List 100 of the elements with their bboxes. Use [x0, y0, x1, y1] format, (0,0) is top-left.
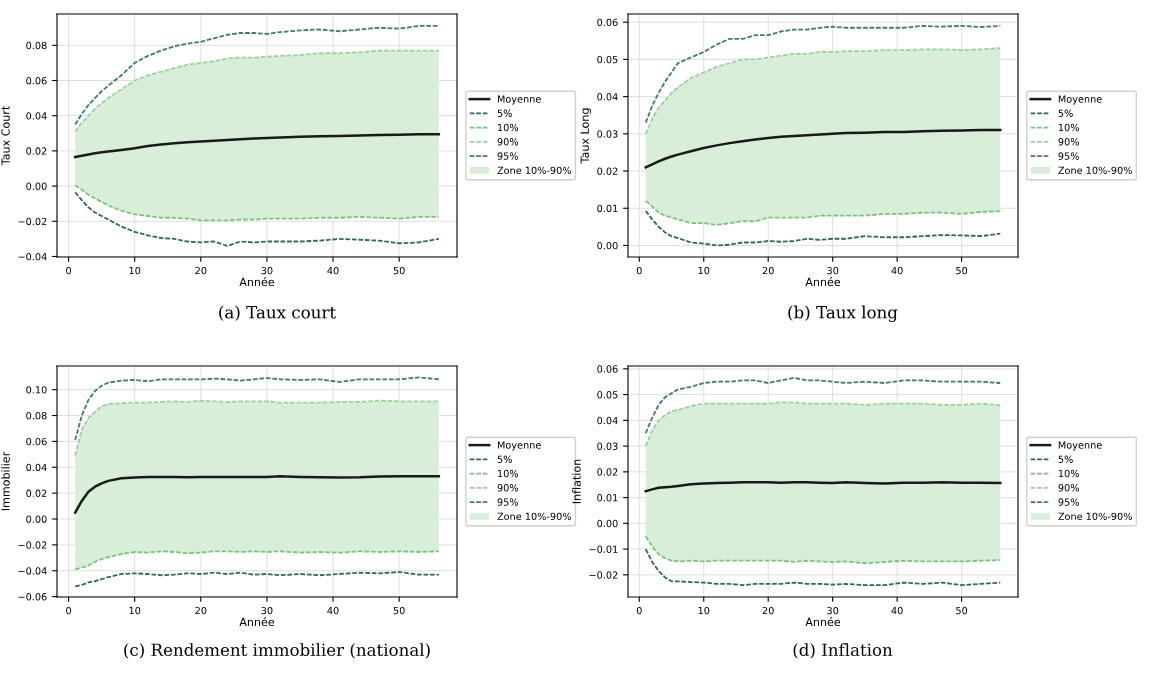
- y-axis-title: Taux Long: [580, 108, 592, 164]
- y-tick-label: 0.02: [26, 147, 47, 155]
- line-series: [644, 47, 1002, 135]
- y-tick-label: 0.02: [597, 167, 618, 175]
- line-series: [644, 128, 1002, 169]
- y-tick-label: 0.02: [26, 489, 47, 497]
- y-tick-label: 0.03: [597, 442, 618, 450]
- legend-label: 10%: [1058, 469, 1079, 478]
- line-series: [644, 535, 1002, 565]
- y-axis-title: Taux Court: [1, 106, 10, 166]
- legend-label: 5%: [1058, 109, 1073, 117]
- text: Zone 10%-90%: [497, 166, 571, 174]
- y-tick-label: 0.00: [26, 515, 47, 523]
- x-tick-label: 40: [327, 606, 339, 615]
- y-tick-label: 0.06: [26, 76, 47, 85]
- y-tick-label: 0.00: [26, 182, 47, 190]
- legend-label: 90%: [497, 484, 519, 492]
- x-tick-label: 30: [827, 266, 839, 275]
- x-tick-label: 50: [393, 606, 405, 615]
- y-tick-label: 0.06: [597, 18, 618, 27]
- x-tick-label: 50: [956, 606, 968, 615]
- x-tick-label: 10: [129, 606, 141, 615]
- line-series: [74, 376, 440, 442]
- y-tick-label: 0.08: [26, 41, 47, 50]
- text: (c) Rendement immobilier (national): [124, 643, 430, 659]
- y-tick-label: 0.05: [597, 55, 618, 64]
- line-series: [74, 399, 440, 457]
- y-axis-title: Inflation: [572, 459, 581, 504]
- y-tick-label: 0.04: [597, 416, 618, 425]
- x-tick-label: 10: [698, 606, 710, 615]
- y-tick-label: 0.04: [597, 93, 618, 101]
- y-tick-label: −0.04: [18, 567, 47, 575]
- x-tick-label: 30: [261, 606, 273, 615]
- text: Zone 10%-90%: [497, 512, 571, 520]
- x-axis-title: Année: [239, 277, 275, 287]
- legend-label: 10%: [1058, 123, 1079, 132]
- y-tick-label: −0.02: [589, 571, 618, 579]
- y-tick-label: 0.05: [597, 391, 618, 399]
- y-tick-label: 0.04: [26, 463, 47, 472]
- legend-label: 90%: [1058, 138, 1079, 146]
- x-tick-label: 20: [195, 266, 207, 275]
- line-series: [644, 548, 1002, 587]
- line-series: [74, 49, 440, 133]
- line-series: [644, 480, 1002, 493]
- y-tick-label: 0.02: [597, 468, 618, 476]
- y-tick-label: −0.02: [18, 217, 47, 226]
- y-tick-label: −0.01: [589, 545, 618, 553]
- y-tick-label: 0.08: [26, 412, 47, 420]
- y-tick-label: 0.10: [26, 386, 47, 394]
- legend-label: Moyenne: [497, 95, 541, 105]
- line-series: [73, 475, 441, 514]
- line-series: [644, 401, 1002, 447]
- y-tick-label: 0.01: [597, 494, 618, 502]
- x-tick-label: 0: [636, 606, 642, 615]
- text: Zone 10%-90%: [1058, 166, 1132, 174]
- legend-label: 95%: [1058, 498, 1079, 506]
- x-axis-title: Année: [805, 277, 841, 287]
- x-tick-label: 20: [195, 606, 207, 615]
- x-tick-label: 0: [636, 266, 642, 275]
- legend-label: 95%: [497, 152, 519, 160]
- legend-label: Moyenne: [497, 441, 541, 451]
- x-tick-label: 50: [956, 266, 968, 275]
- y-tick-label: 0.00: [597, 519, 618, 528]
- legend-label: 5%: [1058, 455, 1073, 463]
- y-tick-label: −0.02: [18, 541, 47, 549]
- line-series: [74, 571, 440, 588]
- x-axis-title: Année: [805, 617, 841, 627]
- legend-label: 95%: [497, 498, 519, 506]
- legend-label: 90%: [1058, 484, 1079, 492]
- x-tick-label: 40: [891, 606, 903, 615]
- y-tick-label: 0.00: [597, 241, 618, 250]
- line-series: [644, 209, 1002, 247]
- text: Zone 10%-90%: [1058, 512, 1132, 520]
- line-series: [644, 199, 1002, 226]
- line-series: [74, 25, 440, 126]
- text: (b) Taux long: [788, 305, 898, 322]
- y-tick-label: 0.01: [597, 204, 618, 213]
- line-series: [74, 184, 440, 222]
- x-tick-label: 0: [66, 606, 72, 615]
- x-tick-label: 10: [129, 266, 141, 275]
- y-tick-label: 0.06: [597, 365, 618, 373]
- legend-label: 10%: [498, 469, 519, 478]
- x-tick-label: 40: [891, 266, 903, 275]
- legend-label: Moyenne: [1058, 441, 1102, 451]
- x-tick-label: 20: [762, 606, 774, 615]
- legend-label: 95%: [1058, 152, 1079, 160]
- line-series: [644, 25, 1002, 124]
- x-axis-title: Année: [239, 617, 275, 627]
- text: (a) Taux court: [219, 305, 336, 321]
- legend-label: 5%: [497, 109, 512, 117]
- x-tick-label: 40: [327, 266, 339, 275]
- y-axis-title: Immobilier: [1, 451, 10, 511]
- line-series: [644, 376, 1002, 435]
- x-tick-label: 30: [261, 266, 273, 275]
- x-tick-label: 10: [698, 266, 710, 275]
- y-tick-label: 0.06: [26, 437, 47, 446]
- legend-label: 10%: [498, 123, 519, 132]
- x-tick-label: 20: [762, 266, 774, 275]
- x-tick-label: 0: [66, 266, 72, 275]
- legend-label: Moyenne: [1058, 95, 1102, 105]
